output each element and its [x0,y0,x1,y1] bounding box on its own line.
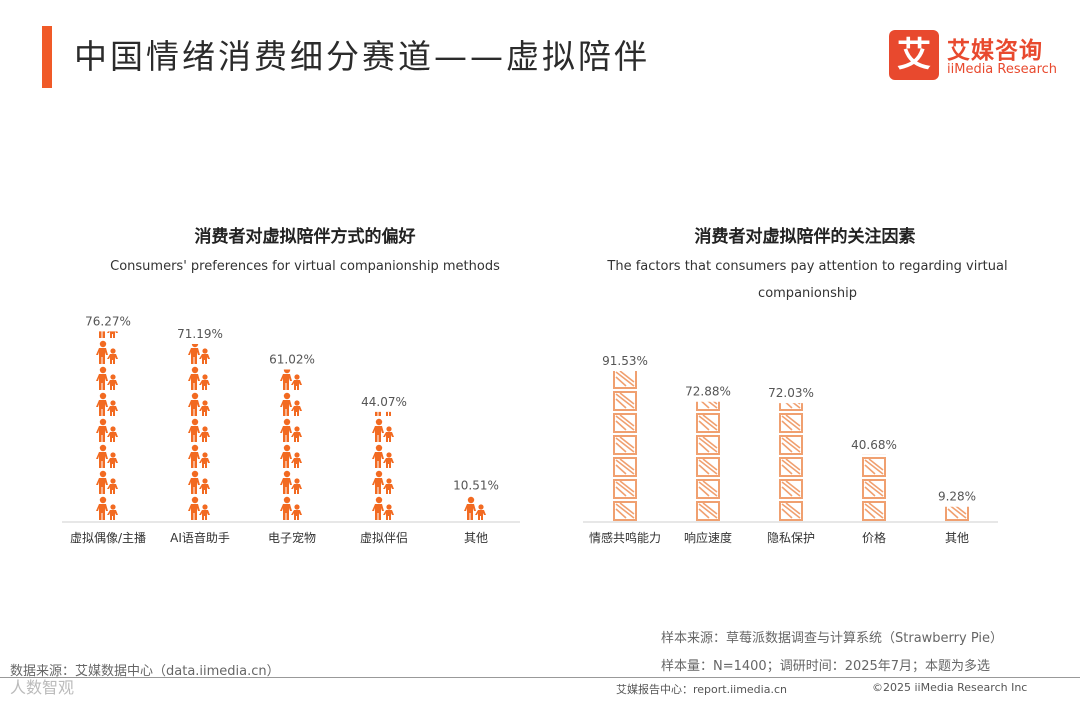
person-with-child-icon [280,470,302,494]
box-icon [779,435,803,455]
right-category-label-1: 情感共鸣能力 [589,530,661,545]
left-bar-4 [372,411,394,520]
person-with-child-icon [372,444,394,468]
person-with-child-icon [280,392,302,416]
right-bar-3 [779,403,803,521]
left-value-label-4: 44.07% [361,395,407,409]
right-category-label-2: 响应速度 [684,530,732,545]
box-icon [696,479,720,499]
box-icon [613,413,637,433]
right-bar-2 [696,401,720,521]
iimedia-logo: 艾 艾媒咨询 iiMedia Research [889,30,1061,82]
logo-mark-icon: 艾 [889,30,939,80]
person-with-child-icon [188,344,210,364]
left-category-label-2: AI语音助手 [170,530,230,545]
person-with-child-icon [96,366,118,390]
watermark-text: 人数智观 [10,678,75,697]
left-value-label-2: 71.19% [177,327,223,341]
right-category-label-4: 价格 [862,530,886,545]
person-with-child-icon [464,496,486,520]
left-bar-2 [188,344,210,520]
box-icon [779,457,803,477]
footer-divider [0,677,1080,678]
person-with-child-icon [280,444,302,468]
right-value-label-5: 9.28% [938,490,976,504]
box-icon [613,457,637,477]
right-value-label-1: 91.53% [602,354,648,368]
person-with-child-icon [188,392,210,416]
person-with-child-icon [280,418,302,442]
left-category-label-5: 其他 [464,531,488,545]
right-value-label-3: 72.03% [768,386,814,400]
person-with-child-icon [372,418,394,442]
person-with-child-icon [96,392,118,416]
box-icon [613,435,637,455]
right-category-label-3: 隐私保护 [767,531,815,545]
left-value-label-3: 61.02% [269,352,315,366]
box-icon [696,435,720,455]
right-bar-1 [613,370,637,521]
left-category-label-4: 虚拟伴侣 [360,530,408,545]
box-icon [945,506,969,521]
right-category-label-5: 其他 [945,531,969,545]
box-icon [862,457,886,477]
logo-cn-text: 艾媒咨询 [947,38,1043,64]
page-title: 中国情绪消费细分赛道——虚拟陪伴 [74,37,650,76]
person-with-child-icon [188,496,210,520]
person-with-child-icon [96,340,118,364]
right-chart-subtitle: The factors that consumers pay attention… [607,259,1008,301]
box-icon [862,479,886,499]
box-icon [779,413,803,433]
right-value-label-4: 40.68% [851,438,897,452]
left-category-label-3: 电子宠物 [268,530,316,545]
person-with-child-icon [96,444,118,468]
person-with-child-icon [96,496,118,520]
box-icon [779,501,803,521]
left-bar-1 [96,331,118,520]
person-with-child-icon [372,470,394,494]
box-icon [613,479,637,499]
left-value-label-5: 10.51% [453,479,499,493]
person-with-child-icon [280,369,302,390]
left-chart-title: 消费者对虚拟陪伴方式的偏好 [194,227,416,247]
box-icon [696,457,720,477]
left-category-label-1: 虚拟偶像/主播 [70,531,146,545]
sample-size-note: 样本量：N=1400；调研时间：2025年7月；本题为多选 [661,659,991,674]
person-with-child-icon [96,418,118,442]
left-bar-3 [280,369,302,520]
box-icon [779,479,803,499]
right-chart-title: 消费者对虚拟陪伴的关注因素 [694,227,916,247]
right-bar-5 [945,506,969,521]
box-icon [613,391,637,411]
left-value-label-1: 76.27% [85,314,131,328]
box-icon [696,413,720,433]
right-value-label-2: 72.88% [685,385,731,399]
box-icon [862,501,886,521]
logo-en-text: iiMedia Research [947,62,1058,77]
sample-source-note: 样本来源：草莓派数据调查与计算系统（Strawberry Pie） [661,631,1003,646]
person-with-child-icon [188,444,210,468]
person-with-child-icon [280,496,302,520]
box-icon [613,370,637,389]
box-icon [613,501,637,521]
title-accent-bar [42,26,52,88]
person-with-child-icon [188,418,210,442]
left-chart-subtitle: Consumers' preferences for virtual compa… [110,259,500,274]
data-source-note: 数据来源：艾媒数据中心（data.iimedia.cn） [10,664,280,679]
person-with-child-icon [372,496,394,520]
copyright-text: ©2025 iiMedia Research Inc [872,681,1028,694]
person-with-child-icon [188,470,210,494]
person-with-child-icon [188,366,210,390]
person-with-child-icon [96,470,118,494]
box-icon [696,501,720,521]
report-center-link[interactable]: 艾媒报告中心：report.iimedia.cn [616,683,787,696]
